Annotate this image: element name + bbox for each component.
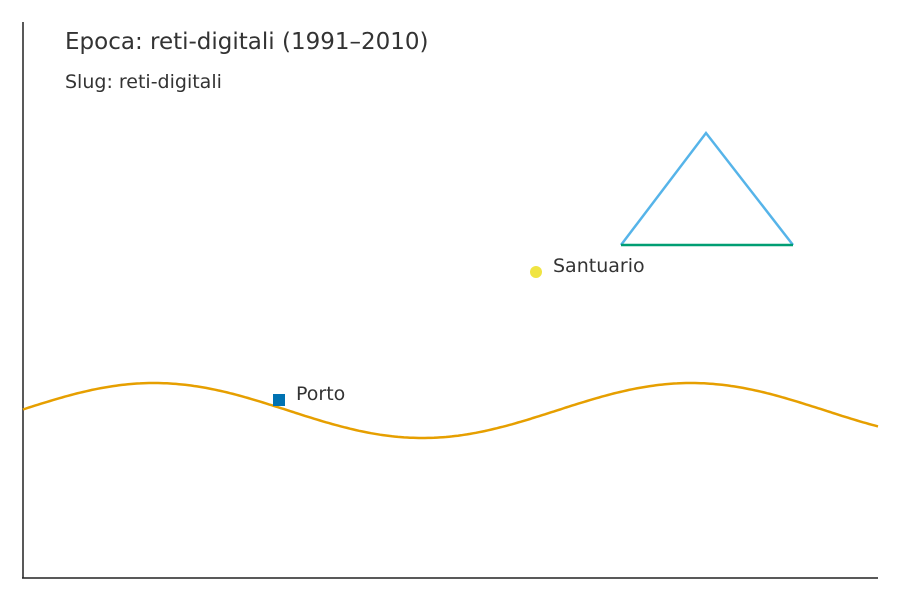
mountain-sides xyxy=(620,130,794,246)
santuario-label: Santuario xyxy=(553,255,645,277)
santuario-marker xyxy=(530,266,542,278)
map-subtitle: Slug: reti-digitali xyxy=(65,71,222,93)
porto-marker xyxy=(273,394,285,406)
porto-label: Porto xyxy=(296,383,345,405)
river-line xyxy=(22,381,879,440)
map-title: Epoca: reti-digitali (1991–2010) xyxy=(65,29,429,55)
